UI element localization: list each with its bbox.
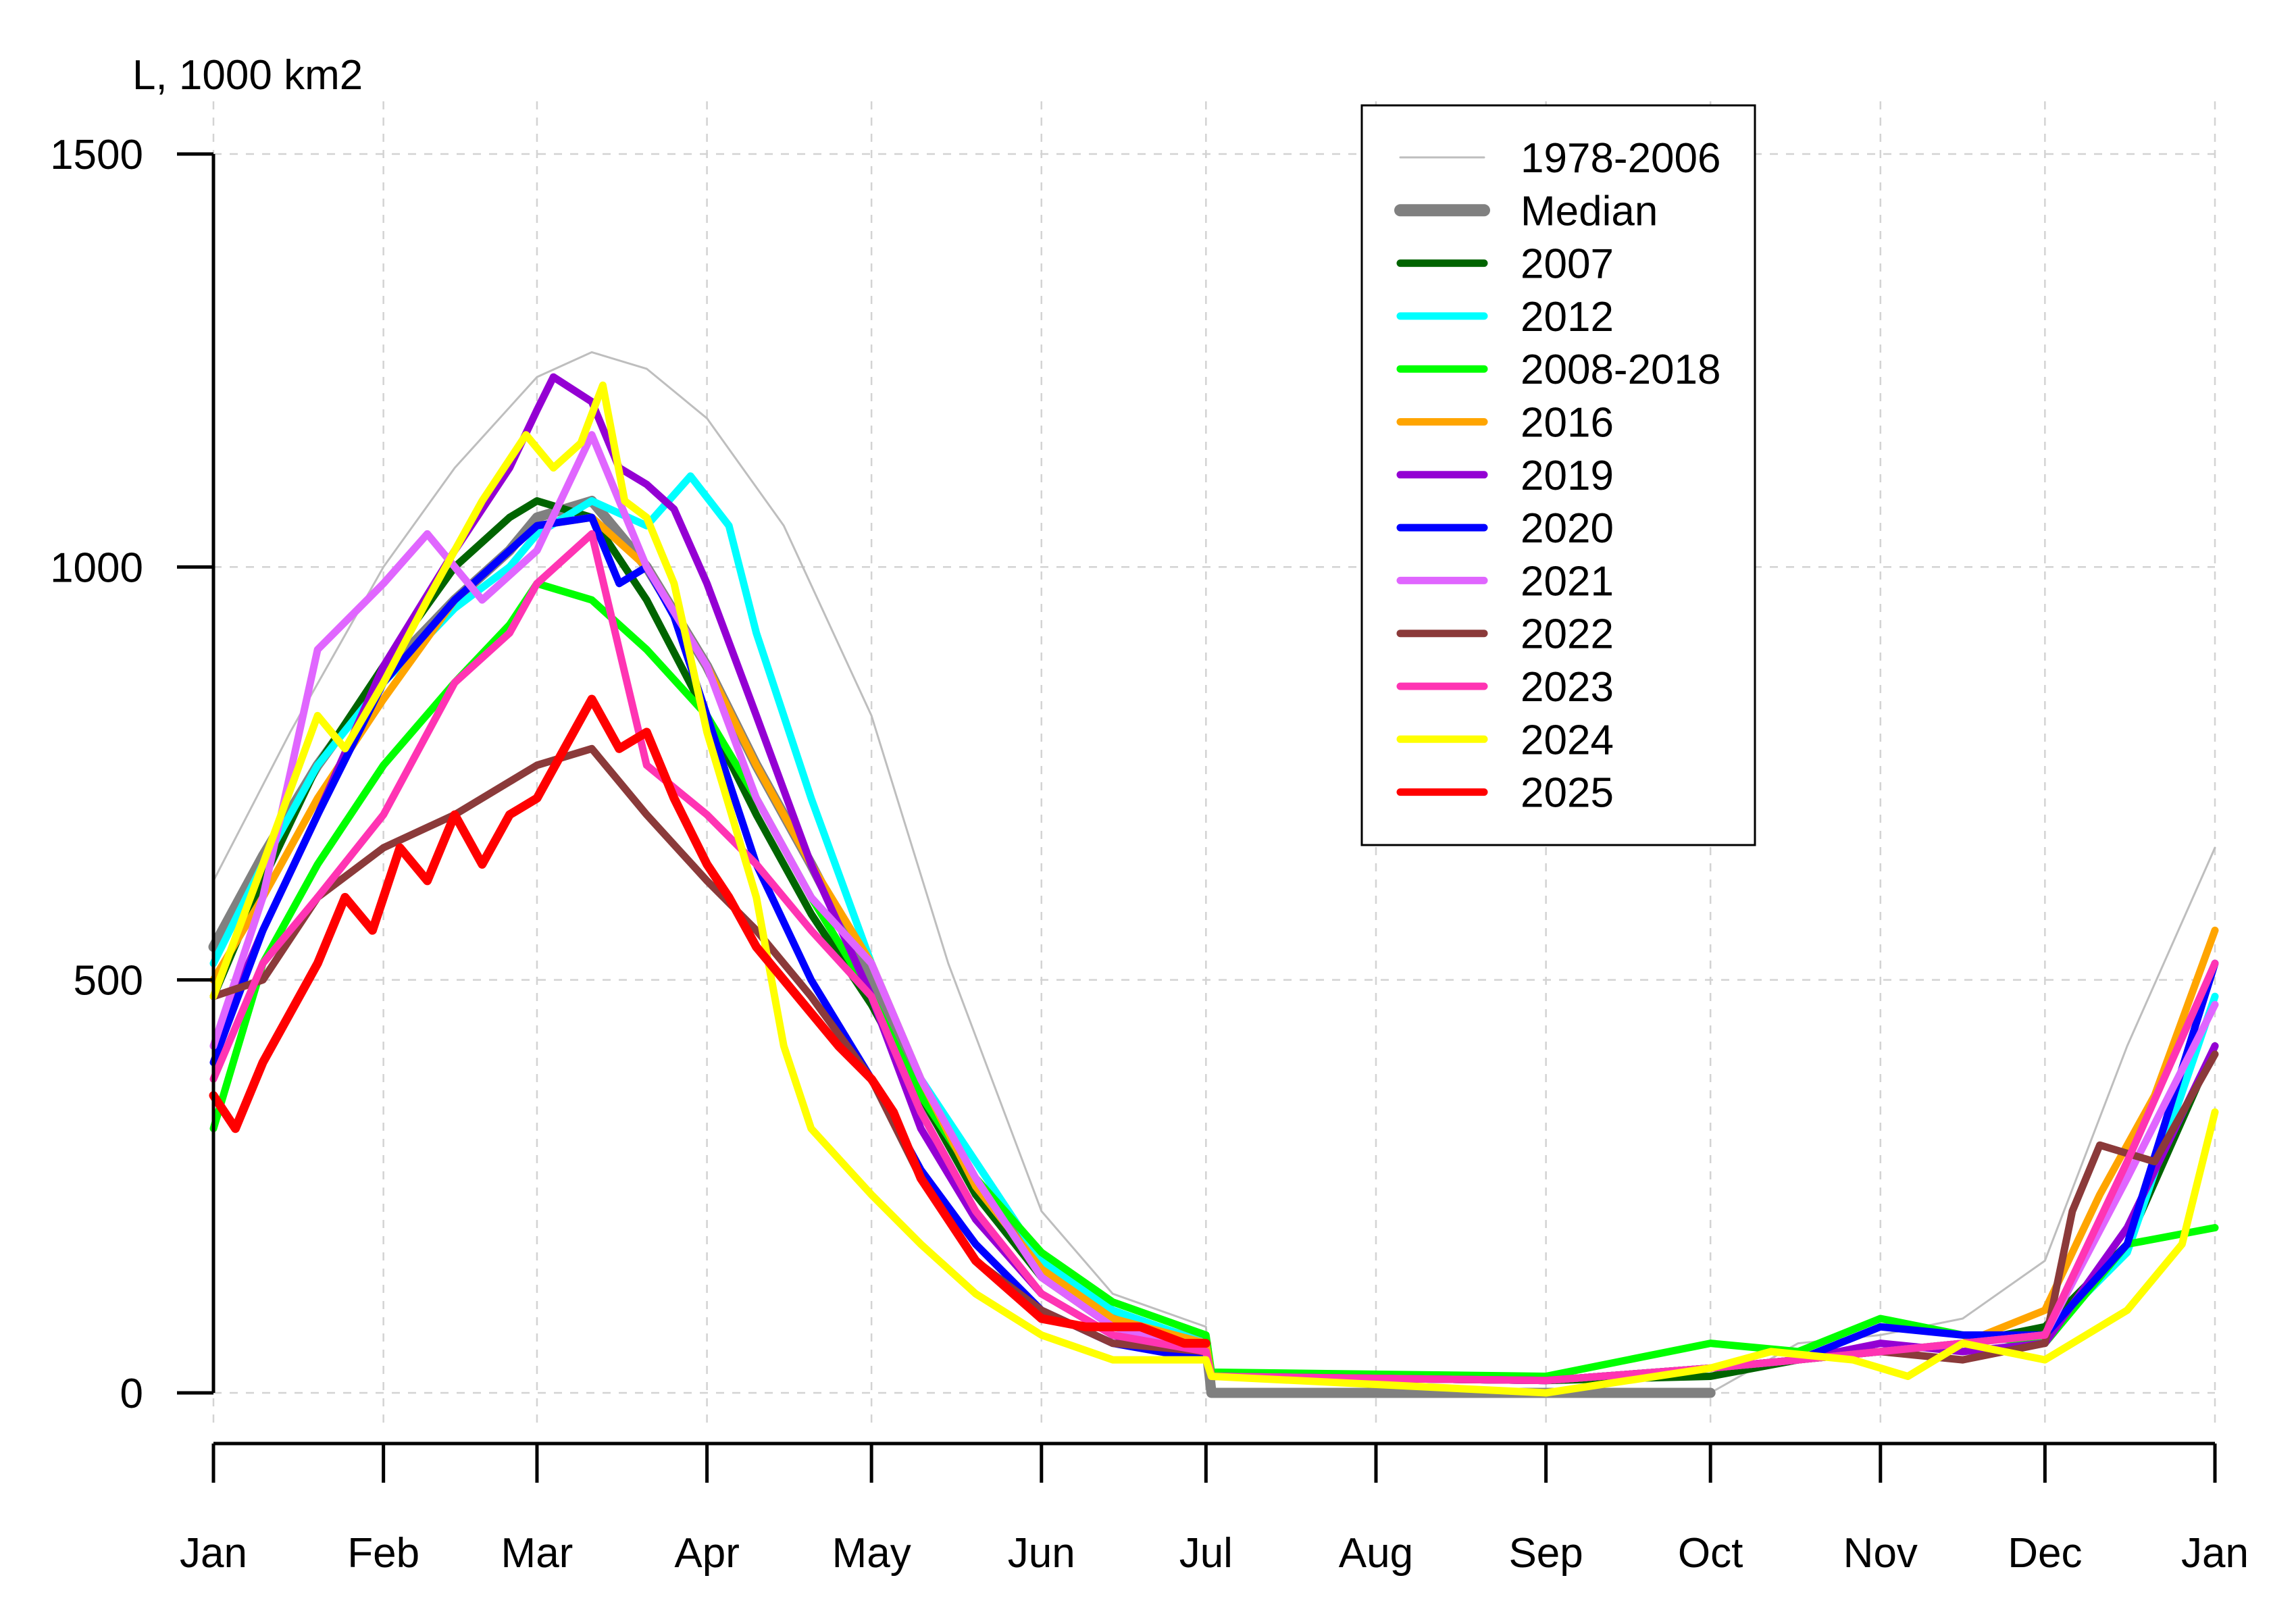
x-tick-label: Apr: [674, 1530, 739, 1577]
x-tick-label: Jan: [180, 1530, 247, 1577]
legend-label: 2023: [1521, 664, 1614, 711]
x-tick-label: May: [832, 1530, 911, 1577]
legend-label: 2024: [1521, 717, 1614, 763]
x-tick-label: Dec: [2008, 1530, 2082, 1577]
series-line-2023: [209, 530, 2219, 1385]
legend-label: 2022: [1521, 611, 1614, 658]
y-ticks: 0 500 1000 1500: [50, 132, 213, 1417]
x-tick-label: Nov: [1843, 1530, 1918, 1577]
x-tick-label: Aug: [1339, 1530, 1413, 1577]
legend: 1978-2006 Median 2007 2012 2008-2018 2016 2019…: [1360, 104, 1756, 846]
series-line-2020: [209, 513, 2219, 1385]
legend-label: 2020: [1521, 505, 1614, 552]
series-line-2025: [209, 694, 1210, 1348]
x-tick-label: Feb: [347, 1530, 419, 1577]
series-line-2022: [209, 744, 2219, 1385]
y-tick-label: 500: [74, 958, 143, 1004]
legend-label: 2021: [1521, 558, 1614, 605]
legend-label: 2019: [1521, 453, 1614, 499]
y-tick-label: 1000: [50, 544, 143, 591]
y-tick-label: 1500: [50, 132, 143, 178]
legend-label: 2012: [1521, 294, 1614, 340]
series-line-2008-2018: [209, 580, 2219, 1380]
series-line-2016: [209, 513, 2219, 1385]
legend-label: 2008-2018: [1521, 347, 1721, 393]
series-line-2019: [209, 373, 2219, 1385]
series-line-2021: [209, 431, 2219, 1385]
x-ticks: Jan Feb Mar Apr May Jun Jul Aug Sep Oct Nov Dec Jan: [180, 1444, 2249, 1577]
legend-label: 2007: [1521, 241, 1614, 288]
x-tick-label: Mar: [501, 1530, 573, 1577]
series-line-2012: [209, 472, 2219, 1385]
legend-label: 2025: [1521, 770, 1614, 817]
x-tick-label: Oct: [1678, 1530, 1743, 1577]
legend-label: 1978-2006: [1521, 135, 1721, 182]
legend-label: 2016: [1521, 400, 1614, 447]
x-tick-label: Sep: [1508, 1530, 1583, 1577]
series-line-2024: [209, 381, 2219, 1397]
axes: 0 500 1000 1500 Jan Feb Mar Apr May Jun Jul Aug Sep…: [50, 52, 2249, 1577]
y-tick-label: 0: [120, 1371, 143, 1417]
x-tick-label: Jul: [1179, 1530, 1233, 1577]
gridlines: [212, 101, 2216, 1425]
x-tick-label: Jan: [2181, 1530, 2249, 1577]
series-line-1978-2006: [212, 351, 2216, 1394]
legend-label: Median: [1521, 188, 1658, 234]
series-layer: [208, 351, 2219, 1398]
legend-items: 1978-2006 Median 2007 2012 2008-2018 2016 2019…: [1394, 135, 1721, 817]
y-axis-label: L, 1000 km2: [132, 52, 363, 99]
x-tick-label: Jun: [1008, 1530, 1075, 1577]
